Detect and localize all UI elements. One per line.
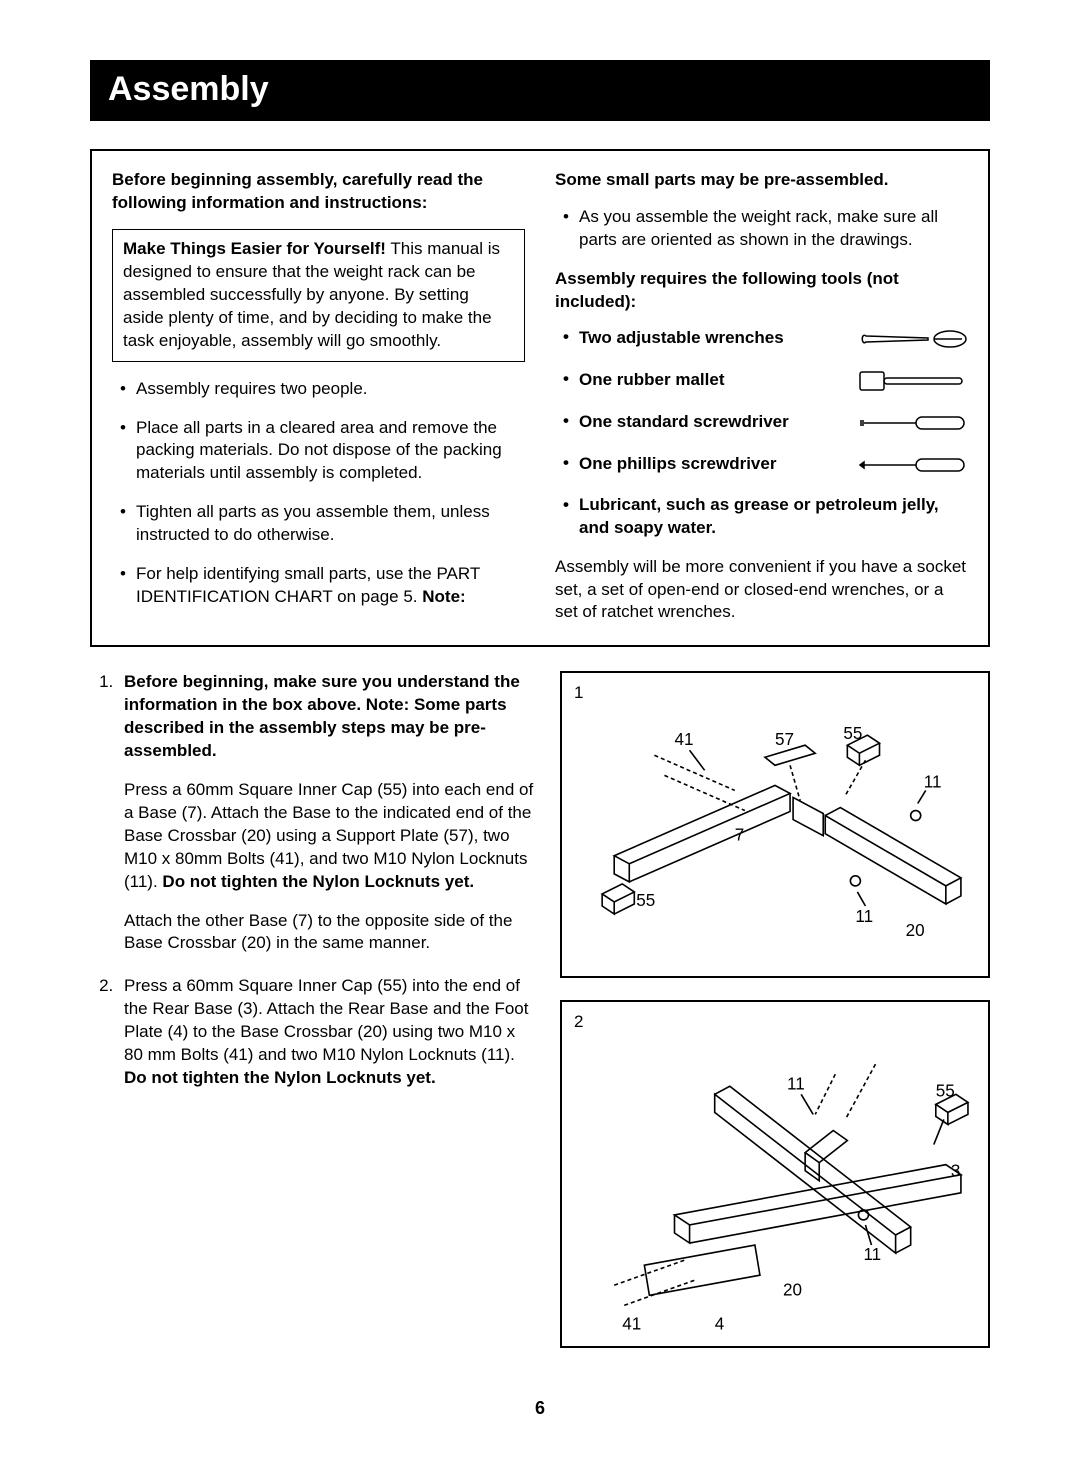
figure-number: 1 [574, 683, 976, 703]
part-label: 11 [863, 1245, 881, 1264]
figure-2-diagram: 11 11 55 3 20 41 4 [574, 1034, 976, 1336]
info-left-column: Before beginning assembly, carefully rea… [112, 169, 525, 625]
steps-list: Before beginning, make sure you understa… [90, 671, 536, 1090]
step-lead: Before beginning, make sure you understa… [124, 671, 536, 763]
figures-column: 1 [560, 671, 990, 1370]
part-label: 57 [775, 730, 794, 749]
part-label: 20 [783, 1281, 802, 1300]
step-para: Press a 60mm Square Inner Cap (55) into … [124, 975, 536, 1090]
page-number: 6 [90, 1398, 990, 1419]
tip-title: Make Things Easier for Yourself! [123, 239, 386, 258]
figure-1-diagram: 41 57 55 55 7 11 11 20 [574, 705, 976, 966]
step-text: Press a 60mm Square Inner Cap (55) into … [124, 976, 528, 1064]
tool-item: One standard screwdriver [563, 410, 968, 436]
part-label: 11 [924, 772, 942, 791]
tool-label: Two adjustable wrenches [579, 327, 844, 350]
tools-intro: Assembly requires the following tools (n… [555, 268, 968, 314]
info-box: Before beginning assembly, carefully rea… [90, 149, 990, 647]
step-para: Attach the other Base (7) to the opposit… [124, 910, 536, 956]
tool-item: Lubricant, such as grease or petroleum j… [563, 494, 968, 540]
steps-row: Before beginning, make sure you understa… [90, 671, 990, 1370]
preassembled-note: Some small parts may be pre-assembled. [555, 169, 968, 192]
tool-item: One phillips screwdriver [563, 452, 968, 478]
bullet-item: Place all parts in a cleared area and re… [120, 417, 525, 486]
part-label: 55 [843, 724, 862, 743]
tools-list: Two adjustable wrenches One rubber malle… [555, 326, 968, 540]
tip-box: Make Things Easier for Yourself! This ma… [112, 229, 525, 362]
part-label: 11 [787, 1075, 805, 1094]
orient-bullets: As you assemble the weight rack, make su… [555, 206, 968, 252]
step-bold: Do not tighten the Nylon Locknuts yet. [124, 1068, 436, 1087]
part-label: 20 [906, 921, 925, 940]
part-label: 11 [855, 907, 873, 926]
part-label: 7 [735, 826, 745, 845]
tool-label: One standard screwdriver [579, 411, 844, 434]
part-label: 41 [622, 1315, 641, 1334]
step-2: Press a 60mm Square Inner Cap (55) into … [118, 975, 536, 1090]
part-label: 41 [674, 730, 693, 749]
left-bullets: Assembly requires two people. Place all … [112, 378, 525, 610]
part-label: 55 [936, 1082, 955, 1101]
page: Assembly Before beginning assembly, care… [0, 0, 1080, 1459]
part-label: 4 [715, 1315, 725, 1334]
step-bold: Do not tighten the Nylon Locknuts yet. [162, 872, 474, 891]
bullet-item: As you assemble the weight rack, make su… [563, 206, 968, 252]
tool-label: One phillips screwdriver [579, 453, 844, 476]
step-para: Press a 60mm Square Inner Cap (55) into … [124, 779, 536, 894]
bullet-item: Tighten all parts as you assemble them, … [120, 501, 525, 547]
part-label: 55 [636, 891, 655, 910]
tool-item: One rubber mallet [563, 368, 968, 394]
tool-label: One rubber mallet [579, 369, 844, 392]
convenience-text: Assembly will be more convenient if you … [555, 556, 968, 625]
figure-2: 2 [560, 1000, 990, 1348]
section-heading: Assembly [90, 60, 990, 121]
steps-text: Before beginning, make sure you understa… [90, 671, 536, 1110]
note-label: Note: [422, 587, 465, 606]
bullet-item: For help identifying small parts, use th… [120, 563, 525, 609]
info-right-column: Some small parts may be pre-assembled. A… [555, 169, 968, 625]
tool-item: Two adjustable wrenches [563, 326, 968, 352]
figure-1: 1 [560, 671, 990, 978]
intro-text: Before beginning assembly, carefully rea… [112, 169, 525, 215]
figure-number: 2 [574, 1012, 976, 1032]
step-1: Before beginning, make sure you understa… [118, 671, 536, 955]
phillips-screwdriver-icon [858, 452, 968, 478]
bullet-item: Assembly requires two people. [120, 378, 525, 401]
screwdriver-icon [858, 410, 968, 436]
part-label: 3 [951, 1162, 961, 1181]
wrench-icon [858, 326, 968, 352]
mallet-icon [858, 368, 968, 394]
